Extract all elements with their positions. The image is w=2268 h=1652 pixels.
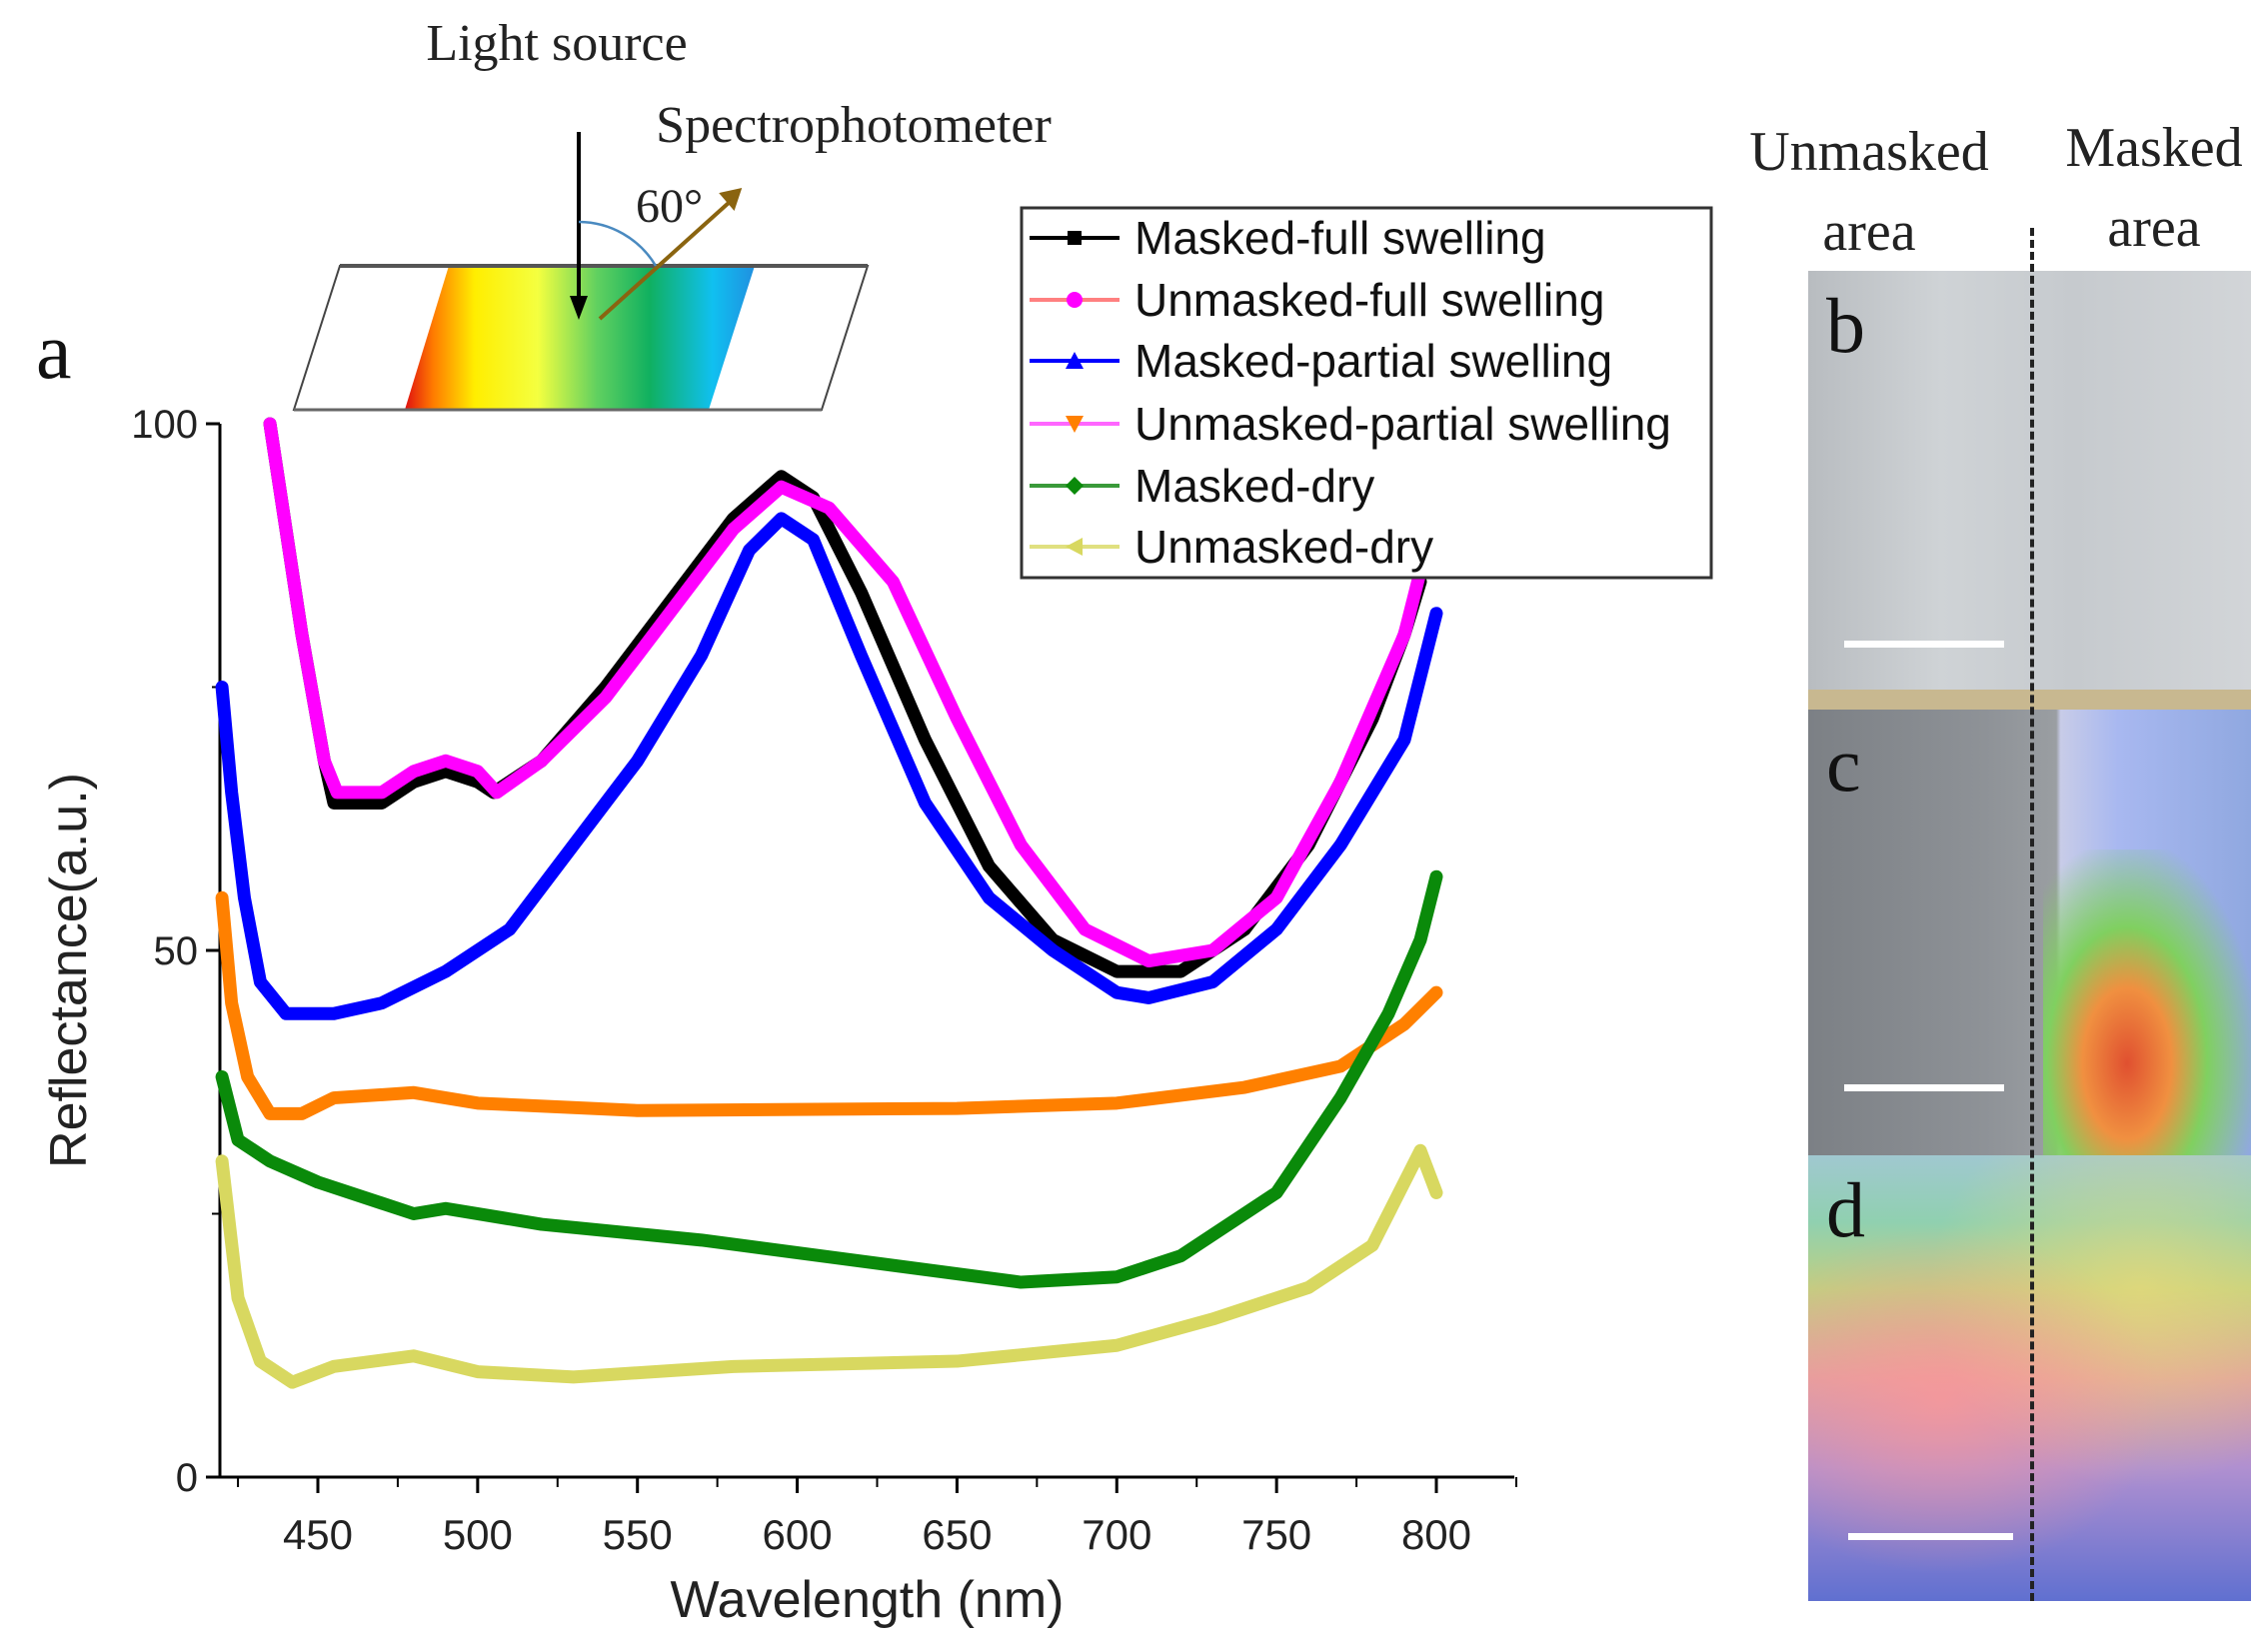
light-source-label: Light source [426, 15, 687, 72]
x-tick-label: 600 [763, 1511, 833, 1558]
angle-arc [578, 220, 658, 267]
legend-marker-circle-icon [1067, 292, 1083, 308]
reflected-light-arrow [598, 187, 743, 321]
y-tick-label: 0 [176, 1456, 198, 1500]
panel-letter: c [1826, 721, 1861, 808]
legend-label: Masked-dry [1134, 460, 1374, 512]
legend-label: Masked-partial swelling [1134, 335, 1612, 387]
mask-boundary-line [2030, 228, 2034, 1601]
series-line-masked-dry [215, 869, 1443, 1289]
legend-label: Masked-full swelling [1134, 212, 1546, 264]
structural-color-band [405, 266, 755, 410]
header-line: Unmasked [1749, 121, 1989, 183]
x-tick-label: 800 [1401, 1511, 1471, 1558]
legend-marker-triangle-down-icon [1066, 416, 1084, 433]
y-axis-label: Reflectance(a.u.) [40, 773, 98, 1168]
photo-panel-c: c [1808, 710, 2251, 1155]
spectrophotometer-label: Spectrophotometer [656, 97, 1052, 154]
y-tick-label: 100 [131, 403, 198, 447]
legend-label: Unmasked-partial swelling [1134, 398, 1671, 450]
panel-letter: b [1826, 282, 1865, 369]
measurement-diagram: a Light source Spectrophotometer 60° [36, 15, 1052, 412]
legend-marker-diamond-icon [1066, 477, 1084, 495]
scale-bar [1848, 1533, 2013, 1540]
unmasked-area-header: Unmasked area [1719, 112, 2019, 272]
x-tick-label: 450 [283, 1511, 353, 1558]
photo-panel-d: d [1808, 1155, 2251, 1601]
panel-letter-a: a [36, 308, 72, 396]
series-line-unmasked-partial-swelling [215, 890, 1443, 1120]
legend-marker-square-icon [1068, 231, 1082, 245]
x-tick-label: 550 [603, 1511, 673, 1558]
legend-box [1020, 206, 1713, 580]
header-line: Masked [2065, 117, 2243, 179]
angle-label: 60° [636, 180, 703, 233]
y-tick-label: 50 [154, 929, 199, 973]
header-line: area [2107, 197, 2201, 259]
scale-bar [1844, 1084, 2004, 1091]
series-line-unmasked-dry [215, 1143, 1443, 1389]
header-line: area [1822, 201, 1916, 263]
x-tick-label: 650 [922, 1511, 992, 1558]
x-axis-label: Wavelength (nm) [671, 1571, 1065, 1629]
series-line-masked-partial-swelling [215, 512, 1443, 1020]
x-tick-label: 700 [1082, 1511, 1151, 1558]
masked-area-header: Masked area [2014, 108, 2268, 268]
panel-letter: d [1826, 1166, 1865, 1253]
scale-bar [1844, 641, 2004, 648]
x-tick-label: 750 [1241, 1511, 1311, 1558]
photo-panel-b: b [1808, 271, 2251, 710]
incident-light-arrow [570, 132, 588, 320]
x-tick-label: 500 [443, 1511, 513, 1558]
legend-marker-triangle-up-icon [1066, 352, 1084, 369]
series-line-unmasked-full-swelling [263, 417, 1427, 968]
legend-label: Unmasked-dry [1134, 521, 1433, 573]
legend-marker-triangle-left-icon [1066, 538, 1083, 556]
legend-label: Unmasked-full swelling [1134, 274, 1604, 326]
